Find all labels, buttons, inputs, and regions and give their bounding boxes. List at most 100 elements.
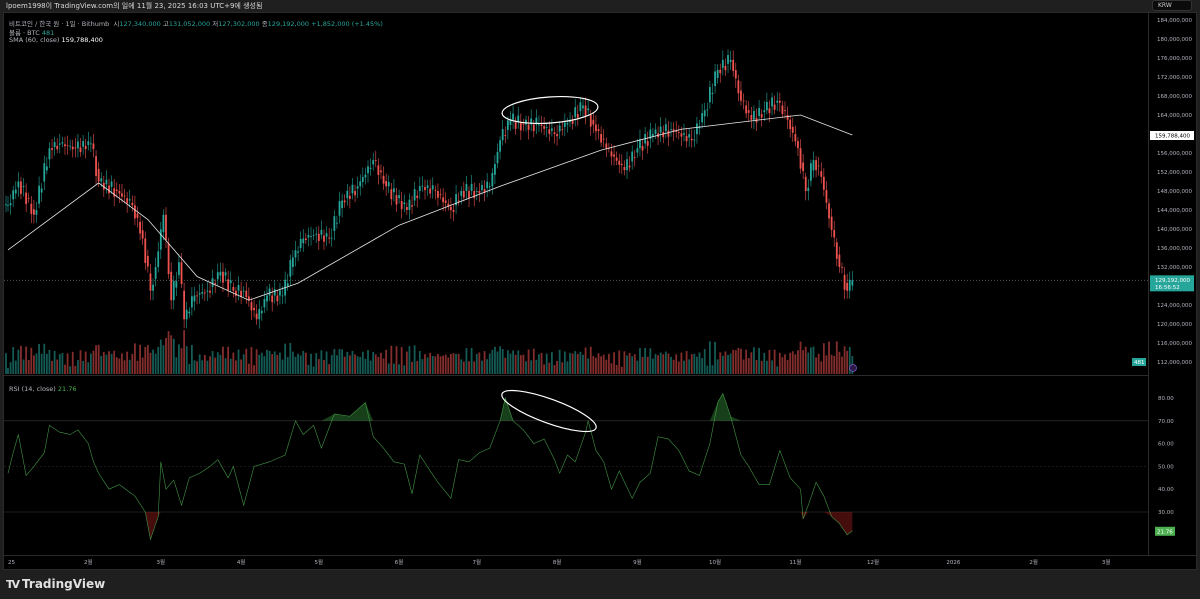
candle-body — [152, 284, 154, 291]
candle-body — [222, 271, 224, 283]
candle-body — [729, 59, 732, 62]
candle-body — [543, 126, 546, 129]
candle-body — [455, 194, 457, 206]
candle-body — [304, 238, 307, 241]
candle-body — [527, 124, 530, 130]
candle-body — [641, 145, 644, 151]
candle-body — [102, 182, 105, 190]
candle-body — [781, 105, 784, 114]
candle-body — [602, 138, 605, 140]
volume-bar — [763, 352, 766, 374]
candle-body — [380, 170, 382, 173]
volume-bar — [571, 353, 574, 374]
volume-legend[interactable]: 볼륨 · BTC 481 — [9, 27, 54, 37]
candle-body — [615, 157, 618, 161]
volume-bar — [372, 351, 375, 374]
volume-bar — [582, 354, 584, 374]
volume-bar — [393, 363, 395, 374]
candle-body — [180, 262, 183, 285]
candle-body — [338, 201, 341, 216]
volume-bar — [51, 360, 53, 374]
volume-bar — [587, 358, 590, 374]
candle-body — [851, 280, 854, 286]
volume-bar — [833, 355, 836, 374]
close-label: 종 — [261, 20, 268, 28]
volume-bar — [848, 346, 851, 374]
volume-bar — [721, 355, 724, 374]
candle-body — [815, 160, 817, 171]
candle-body — [27, 198, 30, 199]
volume-bar — [426, 357, 429, 374]
volume-bar — [312, 366, 315, 374]
candle-body — [424, 187, 426, 191]
price-tick-label: 136,000,000 — [1157, 246, 1192, 252]
candle-body — [336, 222, 338, 224]
volume-bar — [343, 356, 346, 374]
currency-button[interactable]: KRW — [1152, 0, 1192, 11]
volume-bar — [747, 358, 750, 374]
price-tick-label: 112,000,000 — [1157, 360, 1192, 366]
candle-body — [566, 123, 569, 125]
candle-body — [563, 122, 566, 127]
volume-bar — [224, 358, 227, 374]
candle-body — [258, 309, 261, 320]
candle-body — [216, 272, 219, 280]
volume-bar — [180, 348, 183, 374]
volume-bar — [118, 358, 121, 374]
volume-bar — [35, 353, 38, 374]
volume-bar — [460, 359, 463, 374]
candle-body — [30, 203, 33, 214]
candle-body — [260, 310, 263, 314]
candle-body — [732, 59, 735, 71]
volume-bar — [815, 357, 817, 374]
candle-body — [532, 124, 535, 132]
volume-bar — [807, 352, 810, 374]
volume-bar — [40, 353, 43, 374]
candle-body — [706, 109, 709, 111]
volume-bar — [569, 353, 571, 374]
volume-bar — [154, 353, 157, 374]
candle-body — [302, 238, 305, 244]
volume-bar — [398, 364, 400, 374]
candle-body — [582, 105, 584, 109]
candle-body — [310, 236, 312, 238]
volume-bar — [237, 349, 240, 374]
candle-body — [589, 115, 592, 127]
volume-bar — [449, 353, 452, 374]
time-tick-label: 5월 — [315, 558, 324, 566]
price-tick-label: 176,000,000 — [1157, 56, 1192, 62]
volume-bar — [400, 347, 403, 374]
volume-bar — [58, 354, 61, 374]
candle-body — [760, 114, 763, 118]
rsi-legend[interactable]: RSI (14, close) 21.76 — [9, 385, 77, 393]
candle-body — [579, 102, 582, 112]
candle-body — [434, 190, 437, 192]
volume-bar — [14, 360, 17, 374]
volume-bar — [532, 348, 535, 374]
volume-bar — [227, 346, 230, 374]
symbol-name[interactable]: 비트코인 / 한국 원 · 1일 · Bithumb — [9, 20, 110, 28]
volume-bar — [724, 351, 727, 374]
volume-bar — [711, 365, 714, 374]
candle-body — [499, 140, 501, 152]
rsi-value-badge-label: 21.76 — [1157, 529, 1173, 535]
volume-bar — [488, 353, 491, 374]
candle-body — [680, 133, 683, 137]
volume-bar — [753, 347, 755, 374]
volume-bar — [170, 335, 173, 374]
volume-bar — [791, 351, 794, 374]
candle-body — [77, 141, 79, 149]
volume-bar — [470, 348, 473, 374]
candle-body — [141, 230, 144, 239]
volume-bar — [522, 354, 525, 374]
volume-bar — [152, 349, 154, 374]
high-label: 고 — [162, 20, 169, 28]
time-tick-label: 2월 — [1029, 558, 1038, 566]
candle-body — [118, 191, 121, 194]
candle-body — [113, 188, 116, 197]
candle-body — [188, 311, 191, 314]
candle-body — [688, 134, 691, 138]
sma-legend[interactable]: SMA (60, close) 159,788,400 — [9, 36, 103, 44]
volume-bar — [473, 361, 476, 374]
